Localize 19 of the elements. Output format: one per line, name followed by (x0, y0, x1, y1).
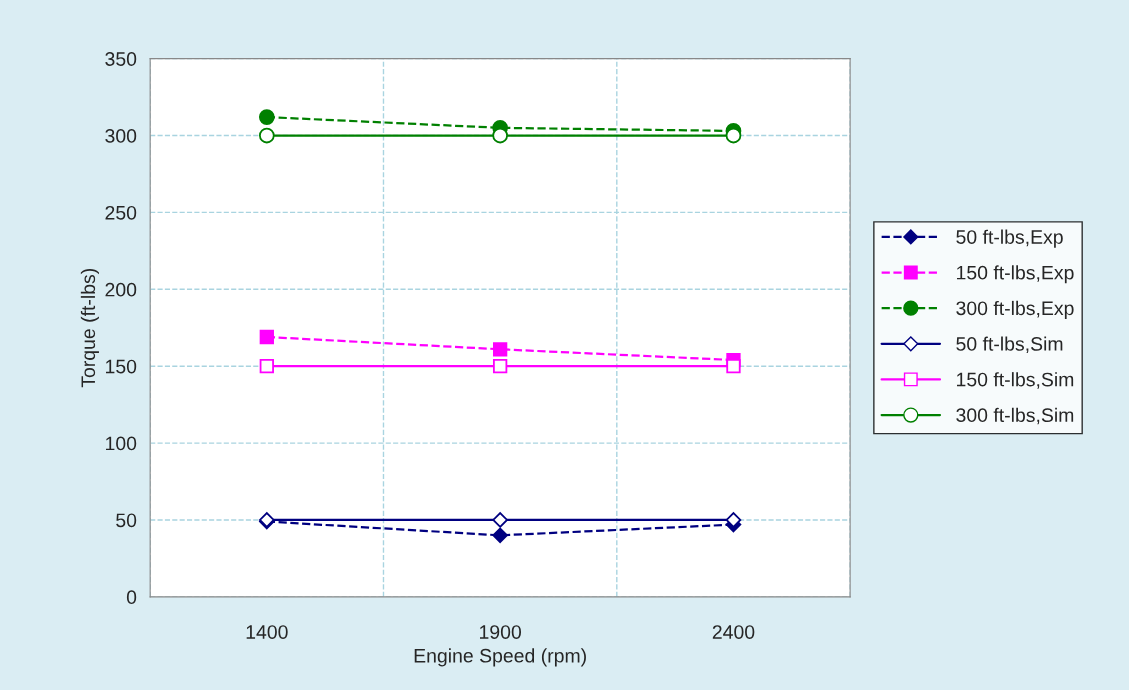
legend-label: 150 ft-lbs,Sim (957, 372, 1074, 389)
y-tick-label: 150 (106, 359, 137, 374)
legend-label: 300 ft-lbs,Sim (956, 407, 1074, 425)
x-tick-label: 1400 (246, 625, 288, 639)
y-tick-label: 0 (126, 590, 137, 605)
y-tick-label: 100 (106, 436, 137, 451)
y-tick-label: 350 (105, 52, 137, 66)
legend-label: 50 ft-lbs,Sim (956, 336, 1063, 354)
y-tick-label: 50 (116, 513, 137, 528)
legend-label: 150 ft-lbs,Exp (957, 265, 1074, 284)
y-tick-label: 250 (105, 205, 137, 220)
x-tick-label: 2400 (712, 625, 755, 639)
y-axis-title: Torque (ft-lbs) (80, 268, 99, 388)
x-tick-label: 1900 (480, 625, 522, 639)
y-tick-label: 300 (105, 129, 137, 143)
x-axis-title: Engine Speed (rpm) (414, 648, 586, 667)
y-tick-label: 200 (105, 282, 137, 297)
legend-label: 50 ft-lbs,Exp (956, 229, 1063, 248)
legend-label: 300 ft-lbs,Exp (956, 300, 1074, 319)
